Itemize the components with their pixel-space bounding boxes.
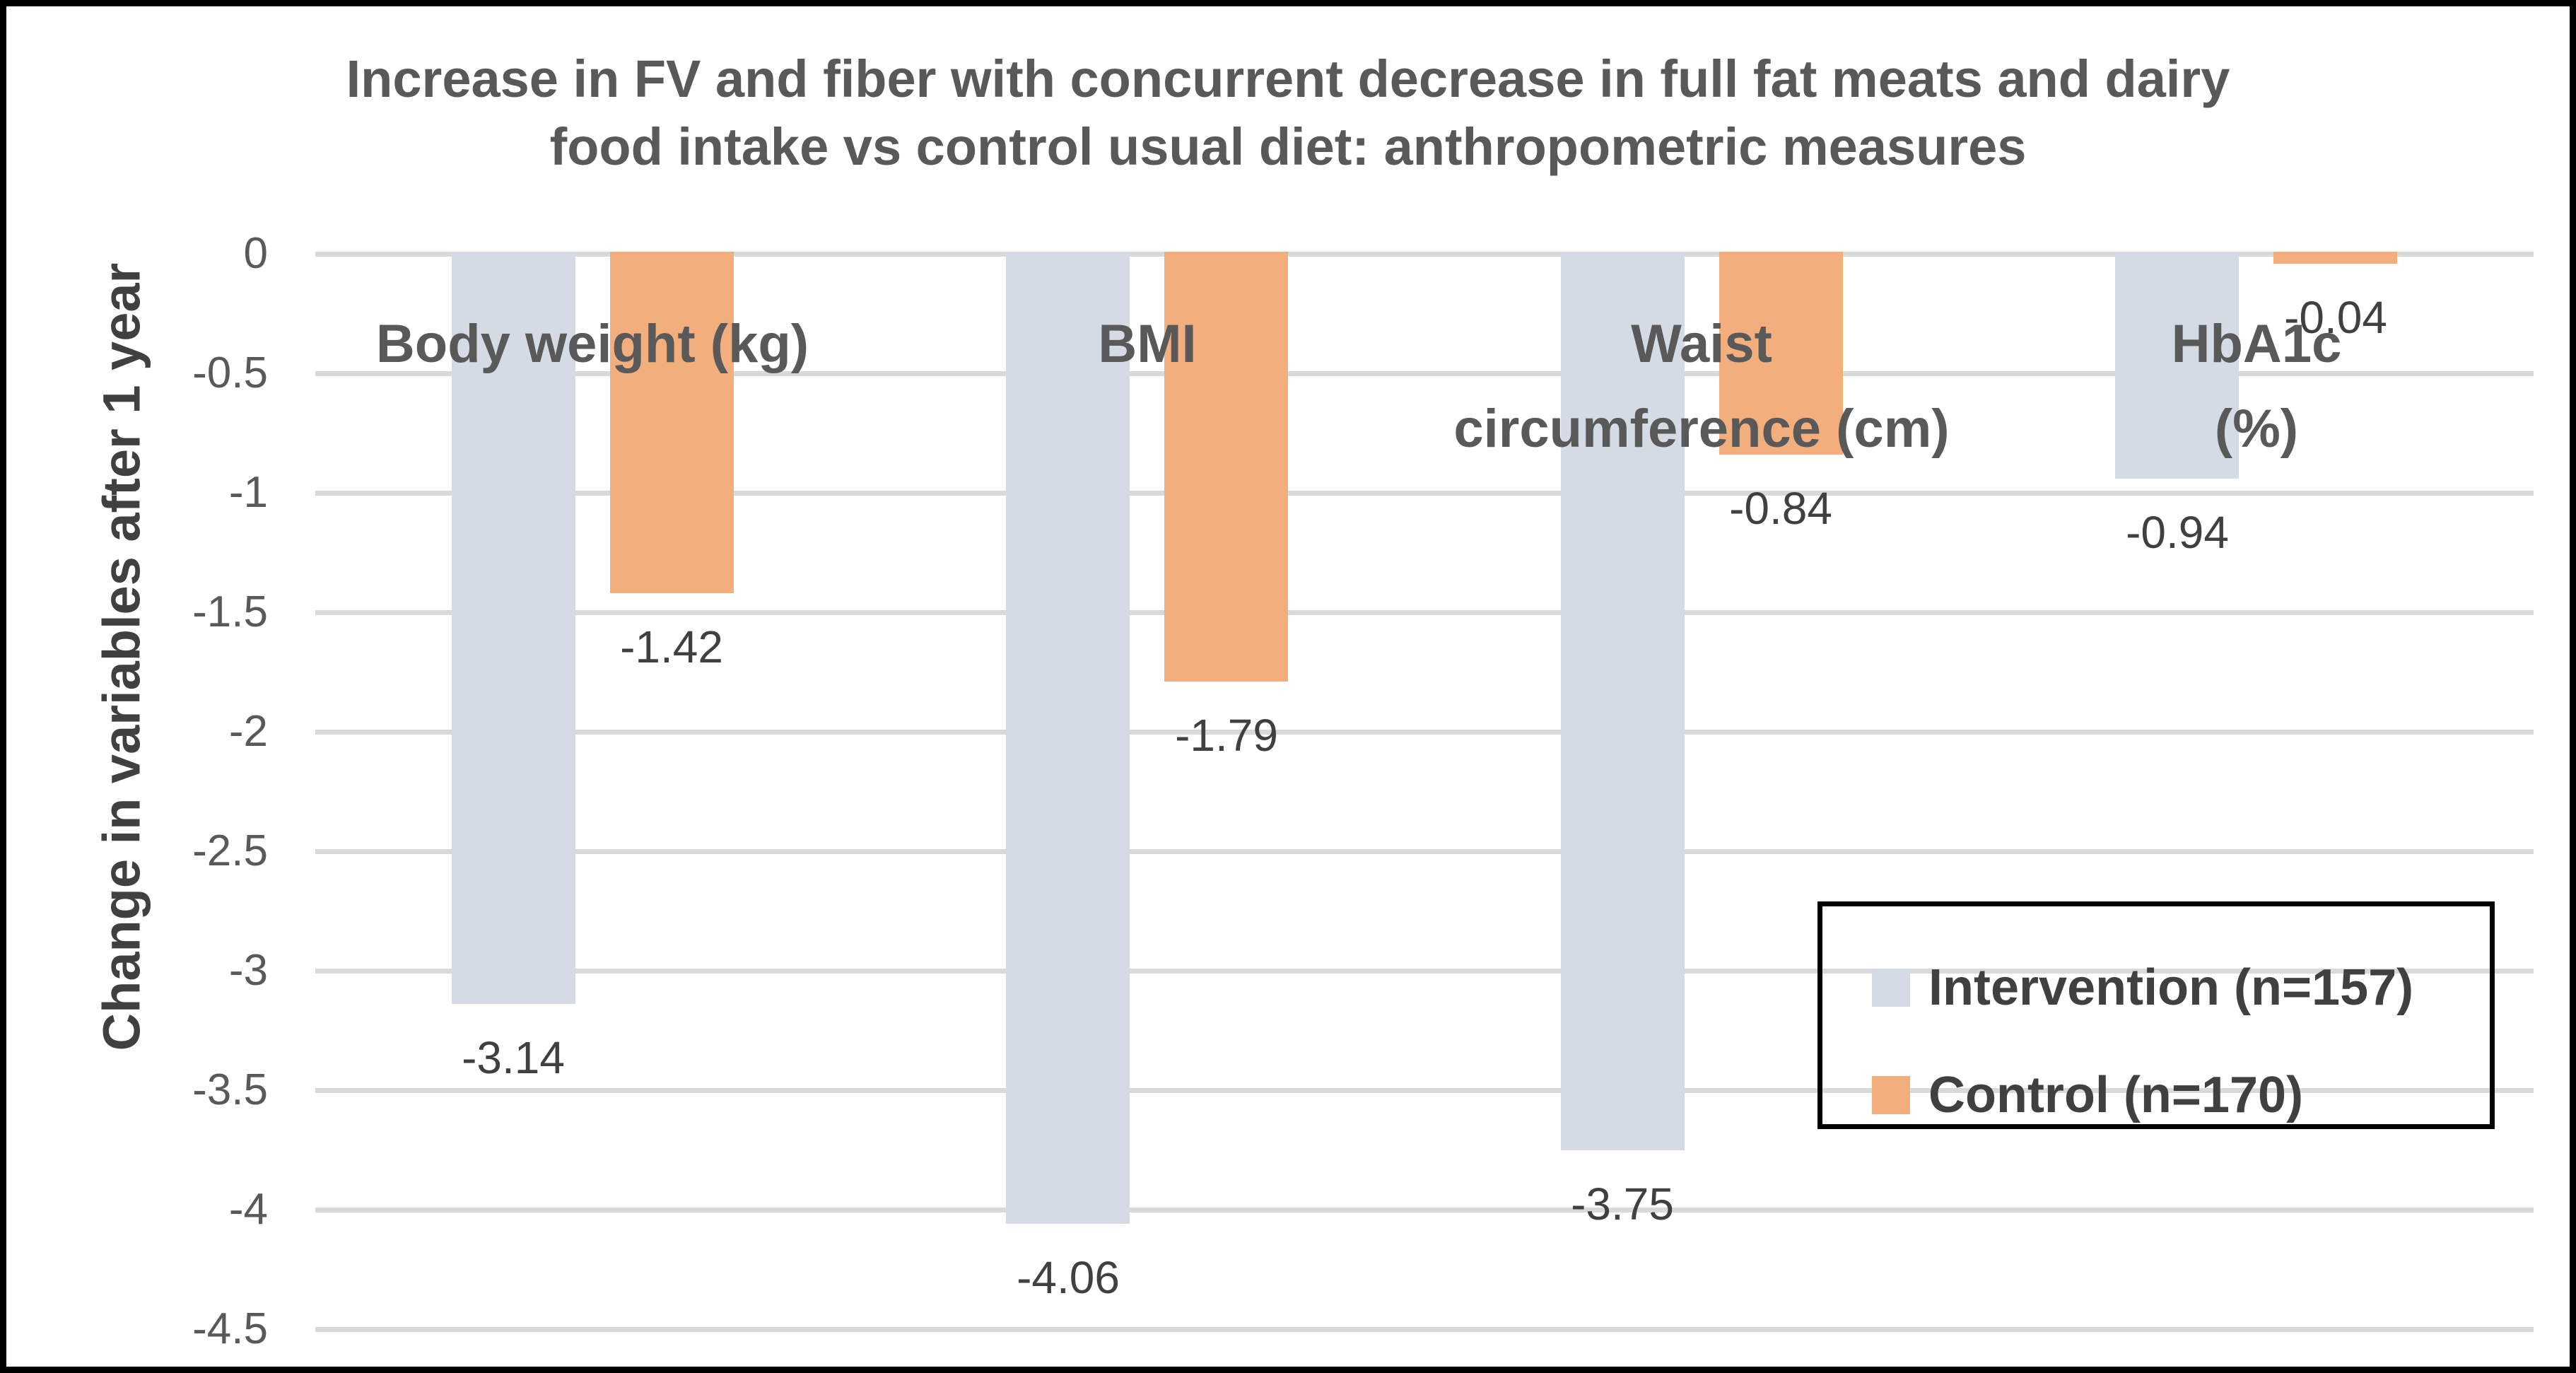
bar-intervention-waist: [1561, 252, 1685, 1150]
gridline: [315, 371, 2534, 376]
legend-item-control: Control (n=170): [1872, 1066, 2303, 1124]
gridline: [315, 610, 2534, 615]
category-label-waist: Waist circumference (cm): [1453, 314, 1950, 459]
y-tick-label: -4: [228, 1185, 268, 1234]
bar-value-label: -1.79: [1175, 710, 1278, 761]
legend-swatch-control: [1872, 1076, 1910, 1114]
legend-label-intervention: Intervention (n=157): [1928, 959, 2414, 1016]
bar-value-label: -0.04: [2284, 292, 2387, 343]
bar-control-hba1c: [2273, 252, 2397, 264]
bar-value-label: -4.06: [1017, 1252, 1120, 1303]
legend-swatch-intervention: [1872, 969, 1910, 1007]
y-tick-label: 0: [243, 229, 268, 278]
gridline: [315, 1088, 2534, 1093]
y-tick-label: -1: [228, 468, 268, 517]
category-label-bmi: BMI: [1098, 314, 1197, 374]
y-tick-label: -4.5: [192, 1304, 268, 1353]
y-tick-label: -3.5: [192, 1065, 268, 1114]
y-tick-label: -0.5: [192, 349, 268, 397]
legend-label-control: Control (n=170): [1928, 1067, 2304, 1123]
gridline: [315, 252, 2534, 257]
gridline: [315, 1327, 2534, 1332]
chart-title: Increase in FV and fiber with concurrent…: [6, 45, 2570, 181]
gridline: [315, 849, 2534, 854]
bar-control-bmi: [1164, 252, 1288, 682]
bar-intervention-hba1c: [2115, 252, 2239, 479]
y-tick-label: -3: [228, 946, 268, 995]
gridline: [315, 730, 2534, 735]
bar-value-label: -1.42: [620, 621, 723, 672]
bar-value-label: -3.14: [462, 1032, 565, 1083]
gridline: [315, 491, 2534, 496]
gridline: [315, 1208, 2534, 1213]
legend-item-intervention: Intervention (n=157): [1872, 959, 2413, 1017]
category-label-hba1c: HbA1c (%): [2171, 314, 2342, 459]
bar-control-waist: [1719, 252, 1843, 455]
y-tick-label: -2.5: [192, 826, 268, 875]
bar-intervention-body-weight-kg: [452, 252, 575, 1004]
chart-title-line-1: Increase in FV and fiber with concurrent…: [346, 49, 2230, 108]
bar-intervention-bmi: [1006, 252, 1130, 1224]
category-label-body-weight-kg: Body weight (kg): [375, 314, 809, 374]
bar-value-label: -0.84: [1729, 483, 1832, 534]
y-tick-label: -2: [228, 707, 268, 756]
gridline: [315, 969, 2534, 974]
y-tick-label: -1.5: [192, 588, 268, 636]
bar-control-body-weight-kg: [610, 252, 734, 593]
legend: Intervention (n=157) Control (n=170): [1817, 901, 2495, 1129]
chart-title-line-2: food intake vs control usual diet: anthr…: [549, 117, 2027, 176]
bar-value-label: -3.75: [1571, 1179, 1674, 1229]
bar-value-label: -0.94: [2126, 507, 2229, 558]
